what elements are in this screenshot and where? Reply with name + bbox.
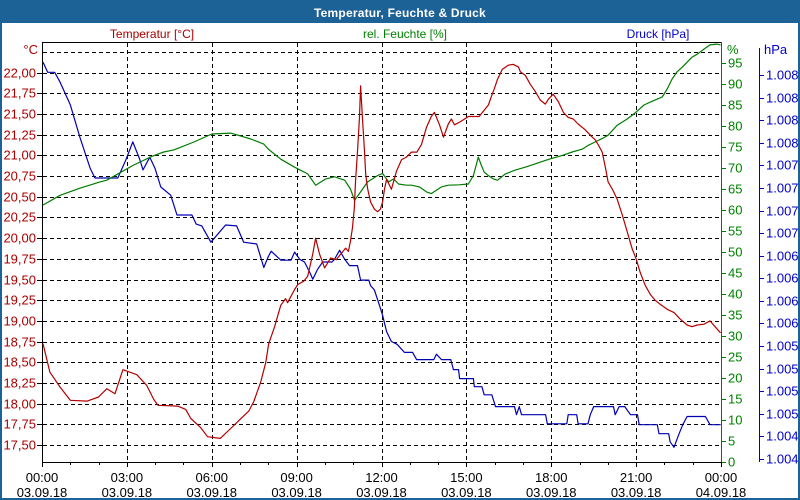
time-tick-label: 15:00 [450, 470, 483, 485]
time-tick-label: 12:00 [365, 470, 398, 485]
humidity-tick-label: 80 [728, 119, 742, 134]
humidity-tick-label: 0 [728, 455, 735, 470]
date-tick-label: 03.09.18 [611, 485, 662, 500]
temperature-tick-label: 18,75 [3, 335, 36, 350]
date-tick-label: 03.09.18 [441, 485, 492, 500]
pressure-tick-label: 1.005 [766, 362, 799, 377]
pressure-tick-label: 1.008 [766, 136, 799, 151]
temperature-tick-label: 20,75 [3, 169, 36, 184]
date-tick-label: 03.09.18 [102, 485, 153, 500]
humidity-tick-label: 5 [728, 434, 735, 449]
humidity-curve [42, 43, 721, 206]
temperature-tick-label: 21,00 [3, 148, 36, 163]
pressure-tick-label: 1.008 [766, 91, 799, 106]
humidity-tick-label: 50 [728, 245, 742, 260]
humidity-tick-label: 95 [728, 56, 742, 71]
date-tick-label: 03.09.18 [186, 485, 237, 500]
temperature-tick-label: 19,25 [3, 293, 36, 308]
plot-border [42, 42, 721, 463]
pressure-tick-label: 1.008 [766, 68, 799, 83]
temperature-tick-label: 22,00 [3, 66, 36, 81]
temperature-tick-label: 18,00 [3, 397, 36, 412]
temperature-tick-label: 19,50 [3, 273, 36, 288]
humidity-tick-label: 75 [728, 140, 742, 155]
pressure-tick-label: 1.004 [766, 452, 799, 467]
temperature-tick-label: 20,00 [3, 231, 36, 246]
time-tick-label: 09:00 [280, 470, 313, 485]
pressure-tick-label: 1.006 [766, 316, 799, 331]
temperature-tick-label: 21,25 [3, 128, 36, 143]
humidity-tick-label: 40 [728, 287, 742, 302]
time-tick-label: 18:00 [535, 470, 568, 485]
temperature-tick-label: 17,75 [3, 417, 36, 432]
gridlines [43, 43, 720, 461]
pressure-tick-label: 1.008 [766, 113, 799, 128]
temperature-tick-label: 20,50 [3, 190, 36, 205]
pressure-curve [42, 61, 721, 448]
time-tick-label: 03:00 [111, 470, 144, 485]
pressure-axis: 1.008 1.008 1.008 1.008 1.007 1.007 1.007 1.007… [759, 48, 799, 467]
temperature-tick-label: 21,75 [3, 86, 36, 101]
temperature-unit-label: °C [23, 42, 38, 57]
pressure-tick-label: 1.007 [766, 158, 799, 173]
humidity-tick-label: 85 [728, 98, 742, 113]
pressure-tick-label: 1.005 [766, 407, 799, 422]
pressure-axis-header: Druck [hPa] [626, 27, 690, 41]
temperature-axis-header: Temperatur [°C] [109, 27, 195, 41]
humidity-tick-label: 70 [728, 161, 742, 176]
date-tick-label: 03.09.18 [17, 485, 68, 500]
time-tick-label: 00:00 [705, 470, 738, 485]
pressure-tick-label: 1.005 [766, 384, 799, 399]
humidity-tick-label: 25 [728, 350, 742, 365]
temperature-tick-label: 18,25 [3, 376, 36, 391]
time-tick-label: 21:00 [620, 470, 653, 485]
humidity-axis-header: rel. Feuchte [%] [362, 27, 448, 41]
temperature-curve [42, 63, 721, 439]
temperature-tick-label: 19,00 [3, 314, 36, 329]
time-tick-label: 06:00 [195, 470, 228, 485]
temperature-tick-label: 18,50 [3, 355, 36, 370]
pressure-tick-label: 1.006 [766, 249, 799, 264]
humidity-tick-label: 10 [728, 413, 742, 428]
time-tick-label: 00:00 [26, 470, 59, 485]
humidity-tick-label: 45 [728, 266, 742, 281]
date-tick-label: 04.09.18 [696, 485, 747, 500]
humidity-tick-label: 20 [728, 371, 742, 386]
humidity-tick-label: 15 [728, 392, 742, 407]
pressure-tick-label: 1.004 [766, 429, 799, 444]
humidity-tick-label: 65 [728, 182, 742, 197]
pressure-tick-label: 1.007 [766, 181, 799, 196]
temperature-tick-label: 20,25 [3, 210, 36, 225]
date-tick-label: 03.09.18 [271, 485, 322, 500]
pressure-tick-label: 1.007 [766, 204, 799, 219]
humidity-unit-label: % [727, 42, 739, 57]
window-titlebar: Temperatur, Feuchte & Druck [2, 2, 798, 23]
pressure-tick-label: 1.007 [766, 226, 799, 241]
pressure-tick-label: 1.006 [766, 294, 799, 309]
humidity-tick-label: 60 [728, 203, 742, 218]
humidity-tick-label: 35 [728, 308, 742, 323]
temperature-tick-label: 21,50 [3, 107, 36, 122]
pressure-tick-label: 1.005 [766, 339, 799, 354]
temperature-axis: 22,00 21,75 21,50 21,25 21,00 20,75 20,50 20,25… [3, 66, 42, 453]
temperature-tick-label: 17,50 [3, 438, 36, 453]
time-axis: 00:0003.09.1803:0003.09.1806:0003.09.180… [17, 462, 747, 500]
window-title: Temperatur, Feuchte & Druck [314, 5, 486, 20]
pressure-tick-label: 1.006 [766, 271, 799, 286]
date-tick-label: 03.09.18 [526, 485, 577, 500]
humidity-tick-label: 30 [728, 329, 742, 344]
pressure-unit-label: hPa [764, 42, 788, 57]
humidity-tick-label: 55 [728, 224, 742, 239]
temperature-tick-label: 19,75 [3, 252, 36, 267]
date-tick-label: 03.09.18 [356, 485, 407, 500]
humidity-tick-label: 90 [728, 77, 742, 92]
